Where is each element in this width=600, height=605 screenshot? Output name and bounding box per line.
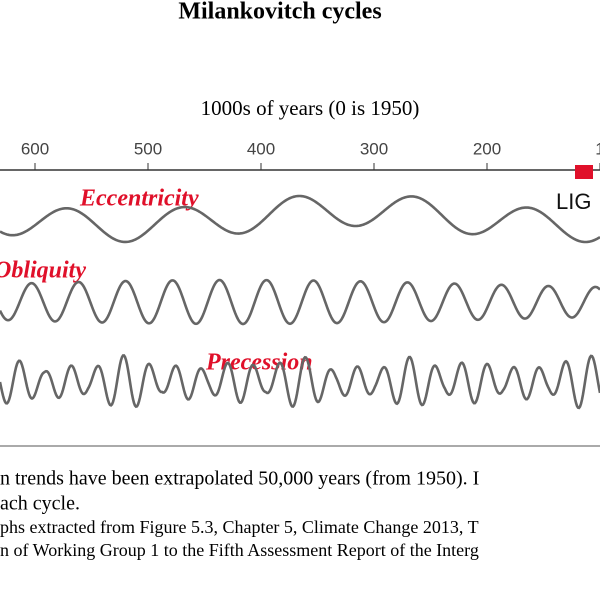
obliquity-curve [0, 278, 600, 326]
tick-label: 1 [595, 139, 600, 158]
tick-label: 600 [21, 139, 49, 158]
caption-line: n trends have been extrapolated 50,000 y… [0, 468, 479, 490]
tick-label: 500 [134, 139, 162, 158]
caption-line: n of Working Group 1 to the Fifth Assess… [0, 540, 479, 560]
lig-label: LIG [556, 189, 591, 214]
lig-marker [575, 165, 593, 179]
title: Milankovitch cycles [178, 0, 381, 25]
curve-label: Precession [205, 350, 313, 376]
curve-label: Obliquity [0, 258, 86, 284]
caption-line: phs extracted from Figure 5.3, Chapter 5… [0, 517, 479, 537]
tick-label: 300 [360, 139, 388, 158]
caption-line: ach cycle. [0, 493, 80, 515]
axis-label: 1000s of years (0 is 1950) [201, 96, 420, 120]
eccentricity-curve [0, 194, 600, 244]
tick-label: 200 [473, 139, 501, 158]
precession-curve [0, 354, 600, 410]
tick-label: 400 [247, 139, 275, 158]
